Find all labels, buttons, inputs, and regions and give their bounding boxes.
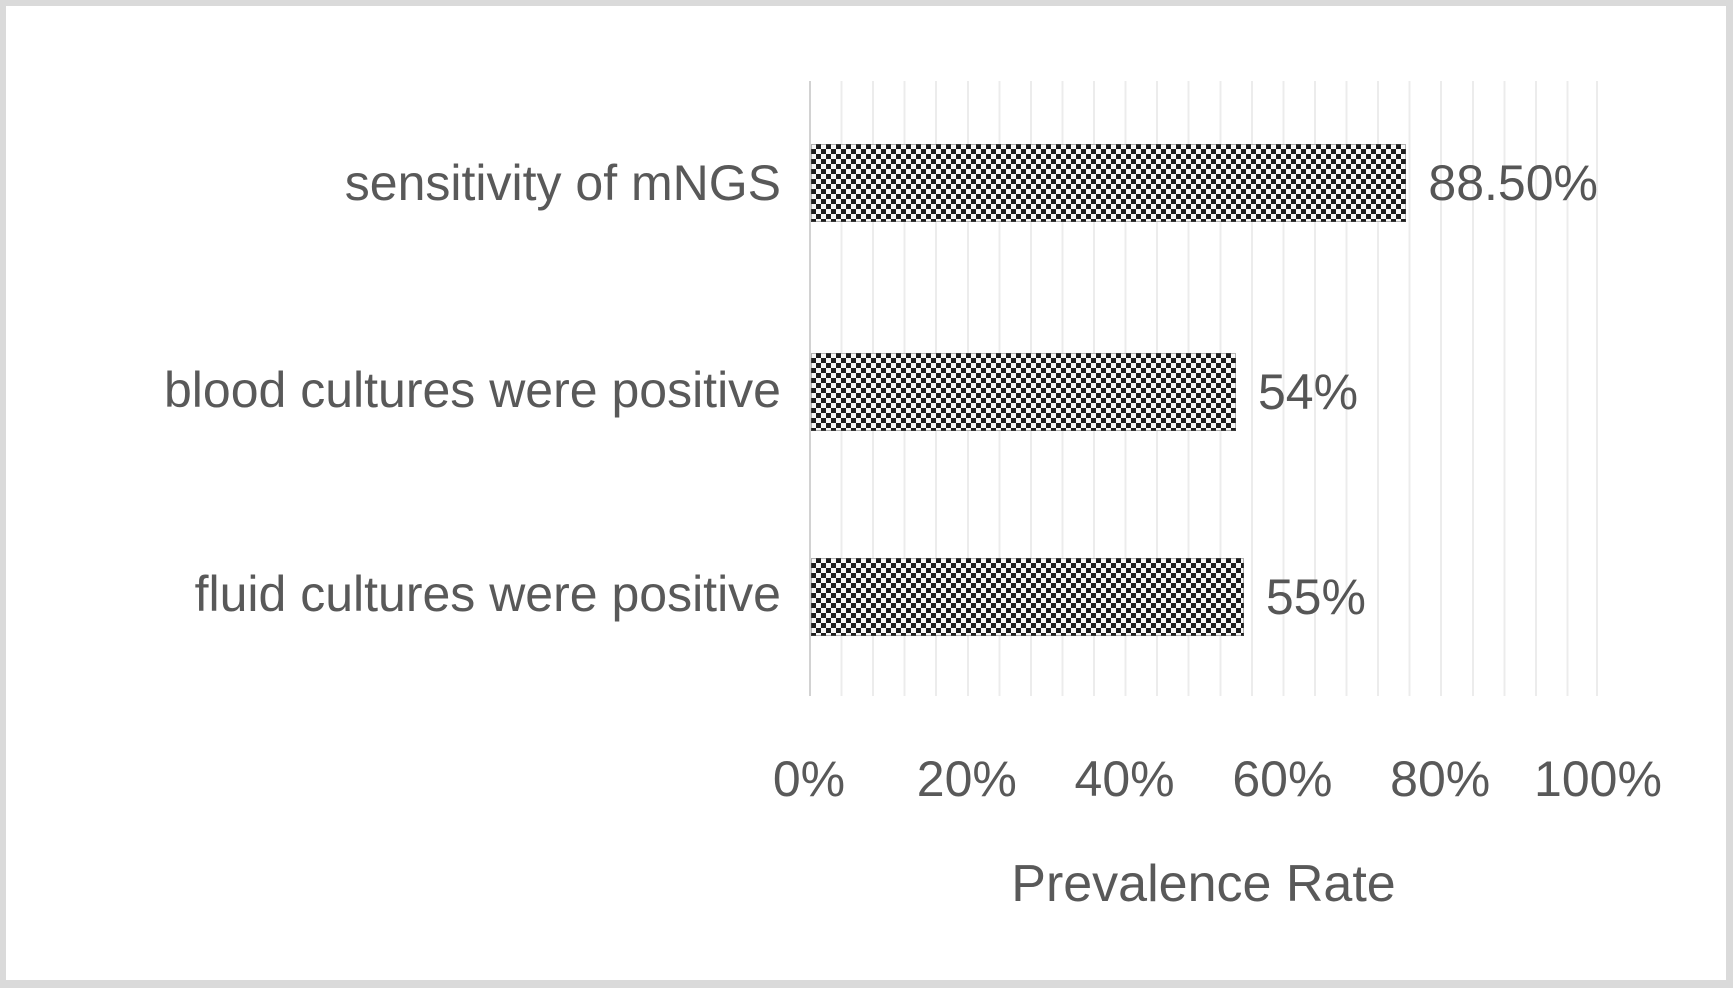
x-axis-title: Prevalence Rate (1011, 855, 1396, 913)
bar-row-fluid-cultures: 55% (811, 558, 1598, 636)
bar-sensitivity-of-mngs (811, 144, 1407, 222)
bar-fluid-cultures (811, 558, 1244, 636)
x-tick-60: 60% (1232, 751, 1333, 807)
bar-blood-cultures (811, 353, 1236, 431)
plot-area: 88.50% 54% 55% (809, 81, 1598, 696)
data-label-blood-cultures: 54% (1257, 364, 1359, 420)
x-tick-20: 20% (916, 751, 1017, 807)
data-label-sensitivity-of-mngs: 88.50% (1428, 155, 1598, 211)
x-tick-0: 0% (772, 751, 846, 807)
gridline-100-percent (1596, 81, 1598, 696)
x-tick-100: 100% (1534, 751, 1662, 807)
chart-canvas: sensitivity of mNGS blood cultures were … (6, 6, 1726, 980)
bar-row-blood-cultures: 54% (811, 353, 1598, 431)
x-axis-ticks: 0% 20% 40% 60% 80% 100% (773, 750, 1662, 808)
x-tick-40: 40% (1074, 751, 1175, 807)
category-label-sensitivity-of-mngs: sensitivity of mNGS (344, 155, 781, 211)
bar-row-sensitivity-of-mngs: 88.50% (811, 144, 1598, 222)
y-axis-line (809, 81, 811, 696)
category-label-fluid-cultures: fluid cultures were positive (194, 566, 781, 622)
category-label-blood-cultures: blood cultures were positive (164, 362, 781, 418)
data-label-fluid-cultures: 55% (1265, 569, 1366, 625)
x-tick-80: 80% (1390, 751, 1491, 807)
